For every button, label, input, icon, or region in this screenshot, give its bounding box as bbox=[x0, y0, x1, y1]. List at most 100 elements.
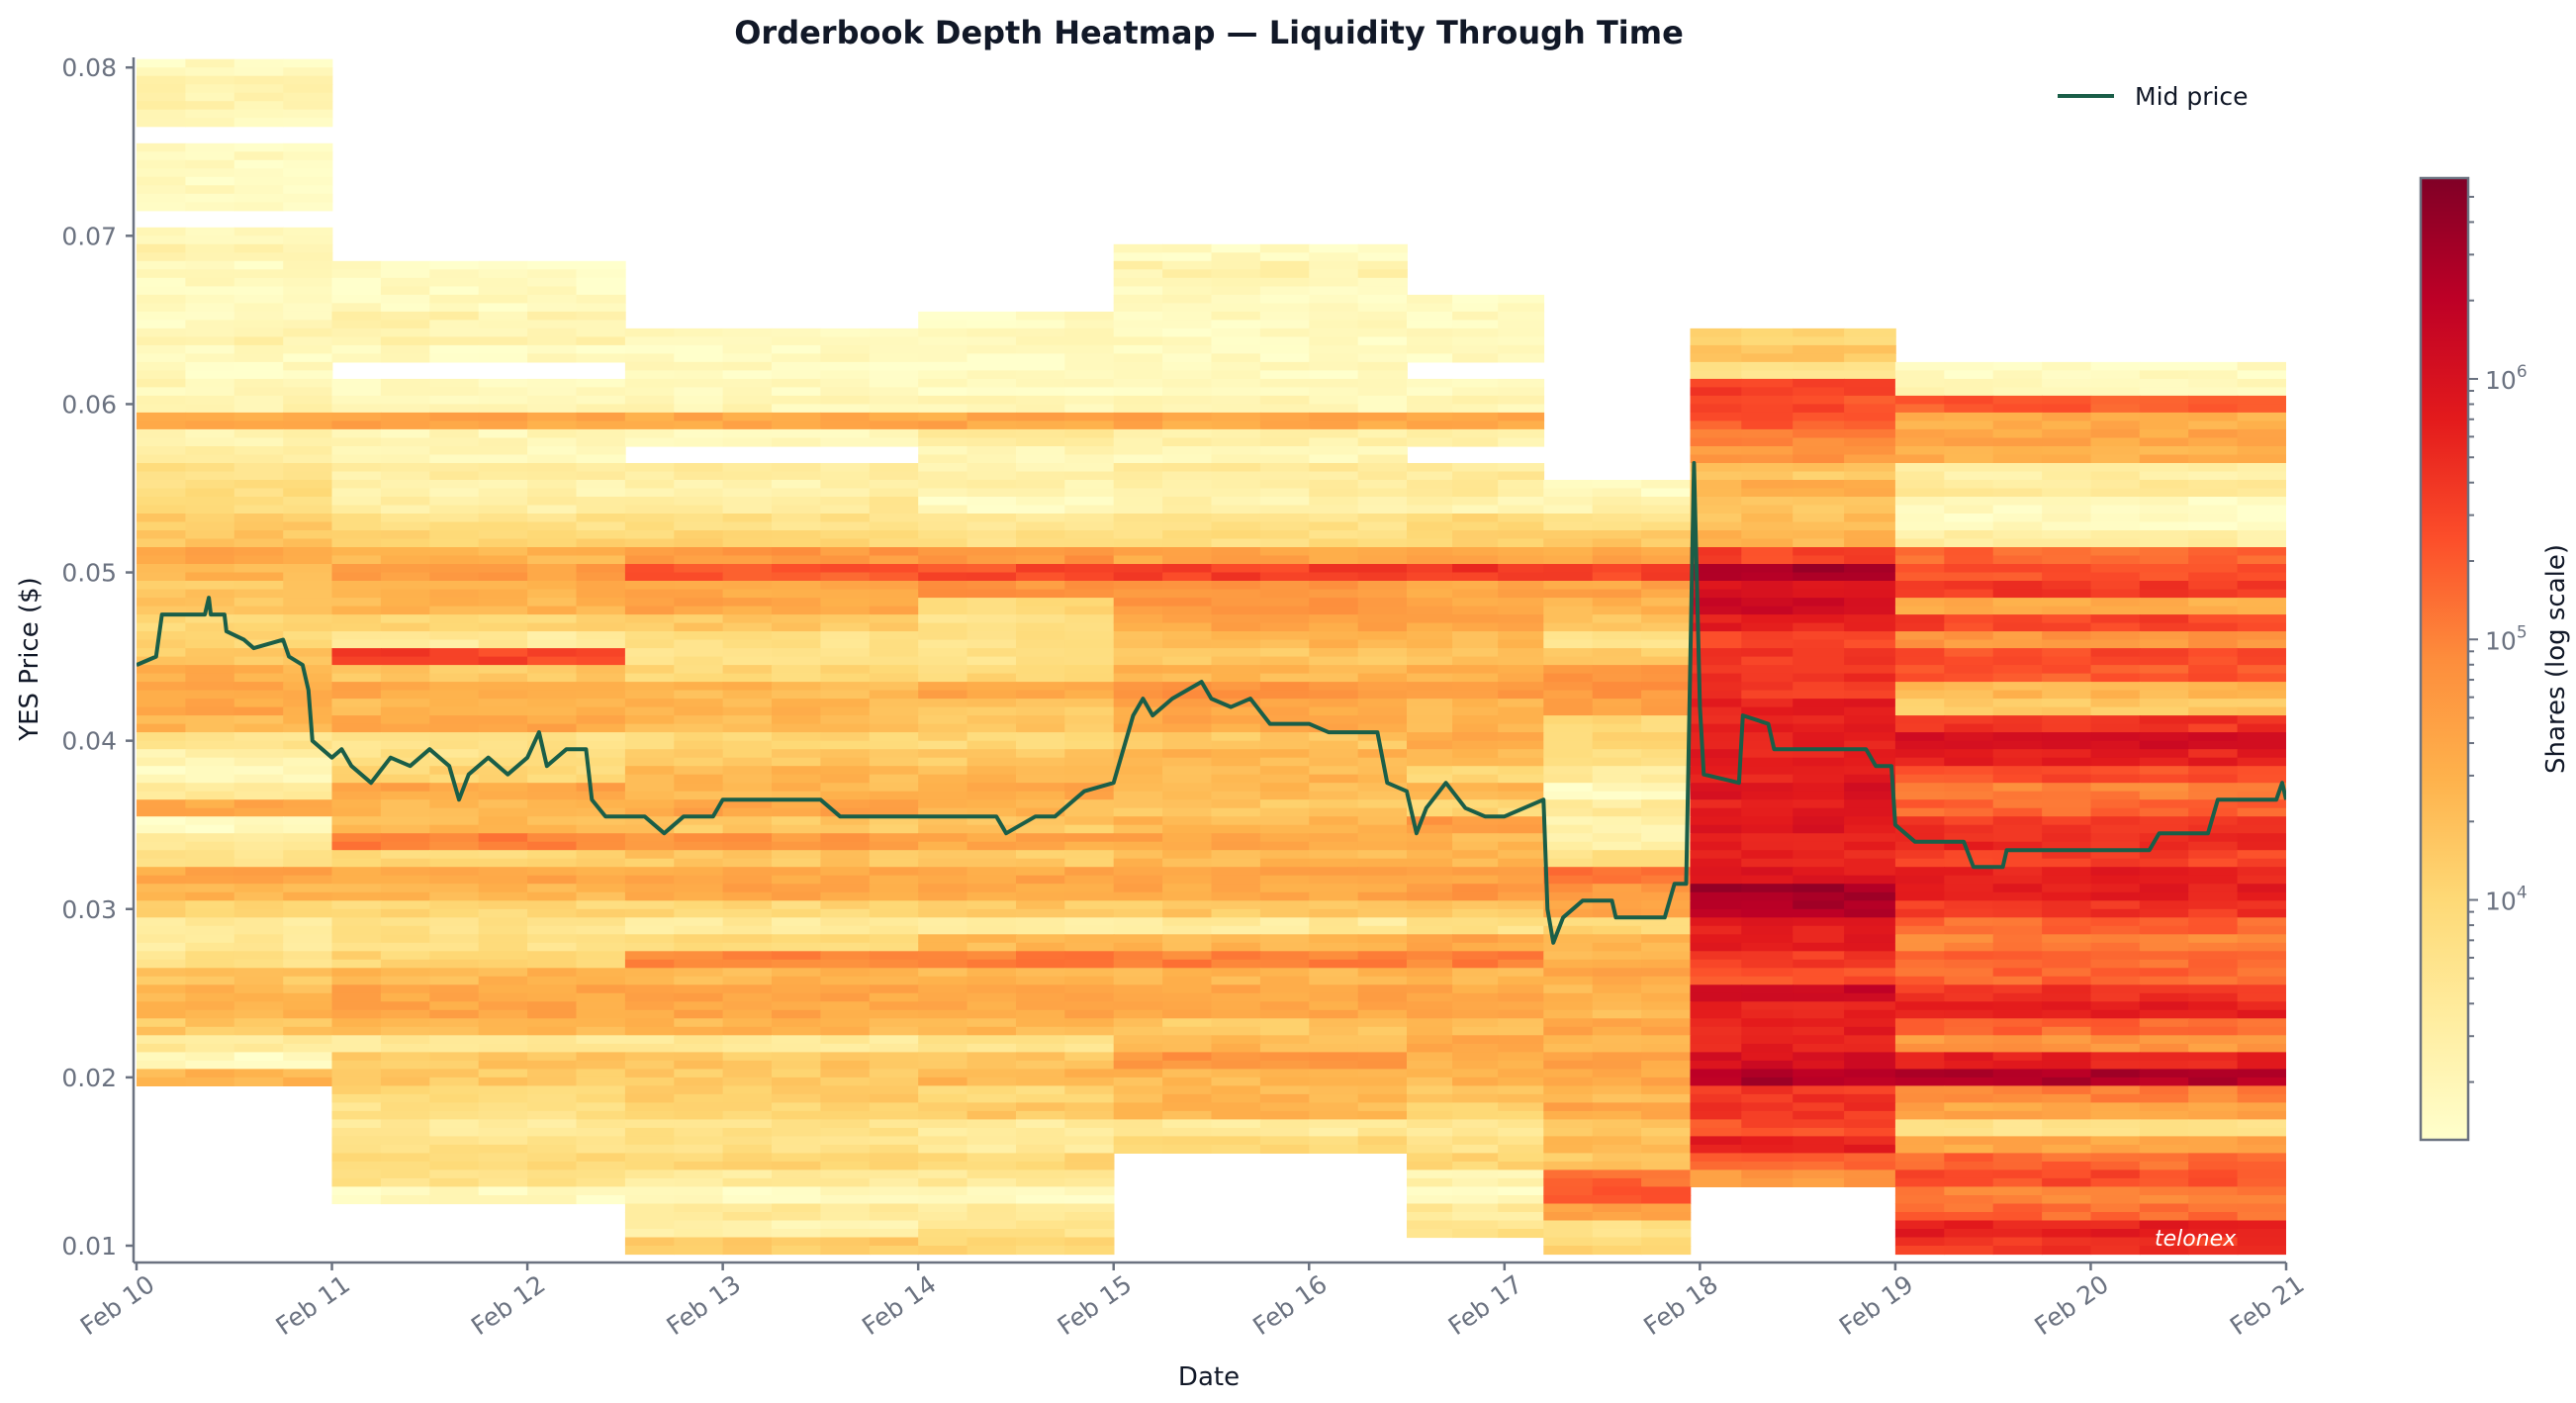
heatmap-cell bbox=[820, 505, 871, 514]
heatmap-cell bbox=[380, 917, 431, 927]
heatmap-cell bbox=[1113, 951, 1163, 961]
heatmap-cell bbox=[137, 269, 187, 279]
heatmap-cell bbox=[1064, 404, 1115, 414]
heatmap-cell bbox=[2042, 884, 2092, 893]
heatmap-cell bbox=[1741, 1161, 1794, 1170]
heatmap-cell bbox=[869, 824, 919, 834]
heatmap-cell bbox=[1357, 1001, 1408, 1011]
heatmap-cell bbox=[2237, 505, 2286, 514]
heatmap-cell bbox=[137, 807, 187, 817]
heatmap-cell bbox=[772, 598, 822, 608]
heatmap-cell bbox=[2090, 875, 2141, 885]
heatmap-cell bbox=[185, 799, 235, 809]
heatmap-cell bbox=[331, 387, 382, 397]
heatmap-cell bbox=[331, 505, 382, 514]
heatmap-cell bbox=[722, 900, 773, 910]
heatmap-cell bbox=[331, 867, 382, 877]
heatmap-cell bbox=[137, 387, 187, 397]
heatmap-cell bbox=[1944, 1110, 1994, 1120]
heatmap-cell bbox=[869, 1186, 919, 1196]
heatmap-cell bbox=[1259, 976, 1311, 985]
heatmap-cell bbox=[1690, 908, 1743, 918]
heatmap-cell bbox=[331, 521, 382, 531]
heatmap-cell bbox=[966, 327, 1017, 337]
heatmap-cell bbox=[1690, 925, 1743, 935]
heatmap-cell bbox=[1113, 740, 1163, 750]
heatmap-cell bbox=[185, 227, 235, 236]
heatmap-cell bbox=[1016, 942, 1066, 952]
heatmap-cell bbox=[429, 395, 480, 405]
heatmap-cell bbox=[1592, 992, 1642, 1002]
heatmap-cell bbox=[380, 428, 431, 438]
heatmap-cell bbox=[1162, 934, 1213, 944]
heatmap-cell bbox=[1793, 1009, 1845, 1019]
heatmap-cell bbox=[1357, 673, 1408, 683]
heatmap-cell bbox=[1498, 428, 1545, 438]
heatmap-cell bbox=[2090, 521, 2141, 531]
heatmap-cell bbox=[820, 564, 871, 574]
heatmap-cell bbox=[918, 1043, 968, 1053]
heatmap-cell bbox=[1793, 648, 1845, 658]
heatmap-cell bbox=[2139, 766, 2189, 776]
heatmap-cell bbox=[1064, 867, 1115, 877]
heatmap-cell bbox=[1407, 766, 1453, 776]
heatmap-cell bbox=[869, 791, 919, 800]
heatmap-cell bbox=[2042, 1043, 2092, 1053]
heatmap-cell bbox=[1592, 791, 1642, 800]
heatmap-cell bbox=[380, 277, 431, 287]
heatmap-cell bbox=[1407, 564, 1453, 574]
heatmap-cell bbox=[576, 446, 626, 456]
heatmap-cell bbox=[1259, 463, 1311, 473]
heatmap-cell bbox=[1259, 538, 1311, 548]
heatmap-cell bbox=[1690, 1069, 1743, 1078]
heatmap-cell bbox=[772, 757, 822, 767]
heatmap-cell bbox=[624, 665, 676, 675]
heatmap-cell bbox=[966, 656, 1017, 666]
heatmap-cell bbox=[283, 378, 333, 388]
heatmap-cell bbox=[331, 1144, 382, 1154]
heatmap-cell bbox=[918, 1035, 968, 1045]
heatmap-cell bbox=[1452, 816, 1499, 826]
heatmap-cell bbox=[429, 480, 480, 490]
heatmap-cell bbox=[1741, 1153, 1794, 1163]
colorbar-tick-label: 104 bbox=[2485, 884, 2528, 916]
heatmap-cell bbox=[918, 1119, 968, 1129]
heatmap-cell bbox=[1211, 959, 1261, 969]
heatmap-cell bbox=[869, 361, 919, 371]
heatmap-cell bbox=[233, 891, 284, 901]
heatmap-cell bbox=[2139, 908, 2189, 918]
heatmap-cell bbox=[527, 454, 578, 464]
heatmap-cell bbox=[772, 1136, 822, 1146]
heatmap-cell bbox=[429, 1136, 480, 1146]
heatmap-cell bbox=[1357, 538, 1408, 548]
heatmap-cell bbox=[429, 581, 480, 591]
heatmap-cell bbox=[674, 387, 724, 397]
heatmap-cell bbox=[918, 884, 968, 893]
heatmap-cell bbox=[674, 917, 724, 927]
heatmap-cell bbox=[1259, 303, 1311, 313]
heatmap-cell bbox=[527, 908, 578, 918]
heatmap-cell bbox=[2188, 783, 2239, 793]
heatmap-cell bbox=[1162, 505, 1213, 514]
heatmap-cell bbox=[2090, 581, 2141, 591]
heatmap-cell bbox=[1992, 1085, 2043, 1095]
heatmap-cell bbox=[1498, 766, 1545, 776]
heatmap-cell bbox=[380, 723, 431, 733]
heatmap-cell bbox=[1016, 715, 1066, 725]
heatmap-cell bbox=[820, 428, 871, 438]
heatmap-cell bbox=[624, 428, 676, 438]
heatmap-cell bbox=[1944, 387, 1994, 397]
heatmap-cell bbox=[1690, 976, 1743, 985]
heatmap-cell bbox=[2042, 1186, 2092, 1196]
heatmap-cell bbox=[1357, 269, 1408, 279]
heatmap-cell bbox=[772, 547, 822, 557]
heatmap-cell bbox=[1211, 614, 1261, 624]
heatmap-cell bbox=[2237, 984, 2286, 994]
heatmap-cell bbox=[1992, 639, 2043, 649]
heatmap-cell bbox=[966, 497, 1017, 507]
heatmap-cell bbox=[331, 858, 382, 868]
heatmap-cell bbox=[283, 269, 333, 279]
heatmap-cell bbox=[1357, 900, 1408, 910]
heatmap-cell bbox=[1309, 454, 1359, 464]
heatmap-cell bbox=[380, 1001, 431, 1011]
